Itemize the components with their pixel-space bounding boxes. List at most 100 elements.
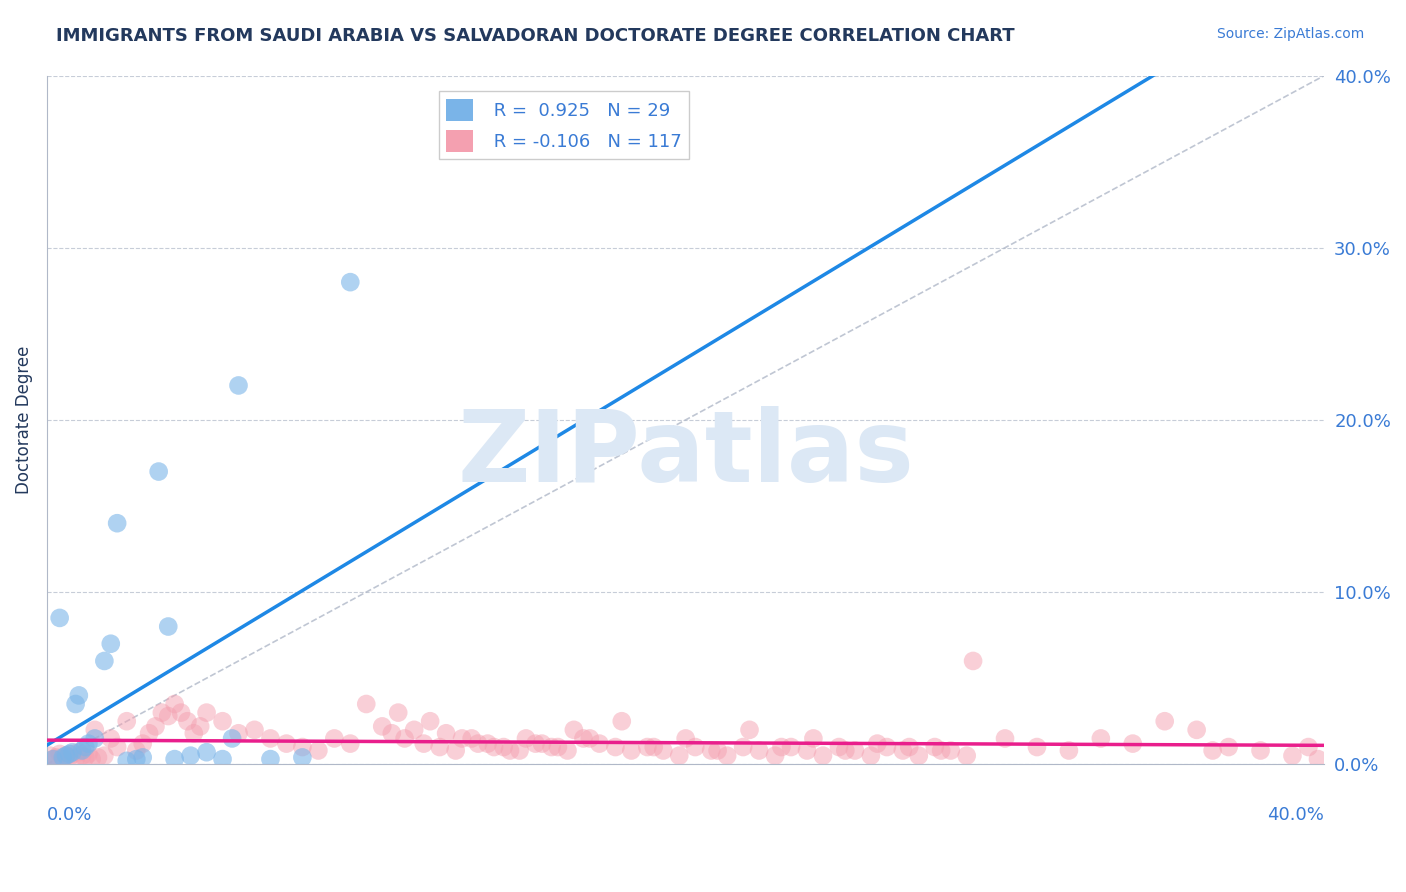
Point (748, 743, 770, 757)
Point (228, 378, 250, 392)
Point (668, 748, 690, 763)
Point (1026, 740, 1049, 755)
Point (48, 611, 70, 625)
Point (70, 743, 93, 757)
Point (131, 750, 153, 764)
Point (45, 750, 67, 764)
Point (1281, 748, 1303, 763)
Point (148, 465, 170, 479)
Point (547, 740, 569, 755)
Point (509, 743, 531, 757)
Point (138, 726, 160, 740)
Point (339, 737, 361, 751)
Point (307, 743, 329, 757)
Point (195, 706, 218, 720)
Point (42, 752, 65, 766)
Point (898, 740, 921, 755)
Point (482, 740, 505, 755)
Point (572, 731, 595, 746)
Point (994, 731, 1017, 746)
Point (467, 737, 489, 751)
Point (259, 752, 281, 766)
Point (157, 709, 180, 723)
Point (1185, 723, 1208, 737)
Point (859, 748, 882, 763)
Legend:  R =  0.925   N = 29,  R = -0.106   N = 117: R = 0.925 N = 29, R = -0.106 N = 117 (439, 92, 689, 159)
Point (394, 731, 416, 746)
Point (93, 748, 115, 763)
Point (150, 706, 173, 720)
Point (115, 754, 138, 768)
Point (1153, 714, 1175, 729)
Point (93, 654, 115, 668)
Point (291, 750, 314, 764)
Point (588, 737, 610, 751)
Point (643, 740, 665, 755)
Point (828, 740, 851, 755)
Point (188, 719, 211, 733)
Point (460, 731, 482, 746)
Point (803, 731, 825, 746)
Point (176, 714, 198, 729)
Point (221, 731, 243, 746)
Point (100, 731, 122, 746)
Point (125, 743, 148, 757)
Point (42, 752, 65, 766)
Point (939, 743, 962, 757)
Point (956, 748, 979, 763)
Point (675, 731, 697, 746)
Point (876, 740, 898, 755)
Point (907, 748, 929, 763)
Point (323, 731, 346, 746)
Text: 0.0%: 0.0% (46, 805, 93, 823)
Point (811, 748, 834, 763)
Point (834, 743, 856, 757)
Point (412, 737, 434, 751)
Point (157, 619, 180, 633)
Point (211, 714, 233, 729)
Point (844, 743, 866, 757)
Point (605, 740, 627, 755)
Point (530, 737, 553, 751)
Point (105, 740, 128, 755)
Point (163, 752, 186, 766)
Point (243, 723, 266, 737)
Point (557, 743, 579, 757)
Point (524, 737, 547, 751)
Point (562, 723, 585, 737)
Point (652, 743, 675, 757)
Point (891, 743, 914, 757)
Point (131, 737, 153, 751)
Point (1218, 740, 1240, 755)
Point (77, 747, 100, 761)
Point (610, 714, 633, 729)
Point (58, 747, 80, 761)
Y-axis label: Doctorate Degree: Doctorate Degree (15, 346, 32, 494)
Point (55, 748, 77, 763)
Point (276, 737, 298, 751)
Point (434, 726, 457, 740)
Point (170, 706, 193, 720)
Point (75, 740, 97, 755)
Point (39, 748, 62, 763)
Point (77, 737, 100, 751)
Text: ZIPatlas: ZIPatlas (457, 406, 914, 503)
Text: Source: ZipAtlas.com: Source: ZipAtlas.com (1216, 27, 1364, 41)
Point (700, 743, 723, 757)
Point (1306, 752, 1329, 766)
Point (620, 743, 643, 757)
Point (163, 697, 186, 711)
Point (1122, 737, 1144, 751)
Point (228, 726, 250, 740)
Point (636, 740, 658, 755)
Point (924, 740, 946, 755)
Point (1057, 743, 1080, 757)
Point (404, 723, 426, 737)
Point (1298, 740, 1320, 755)
Point (52, 750, 75, 764)
Point (65, 752, 87, 766)
Point (419, 714, 441, 729)
Point (962, 654, 984, 668)
Point (75, 750, 97, 764)
Point (716, 748, 738, 763)
